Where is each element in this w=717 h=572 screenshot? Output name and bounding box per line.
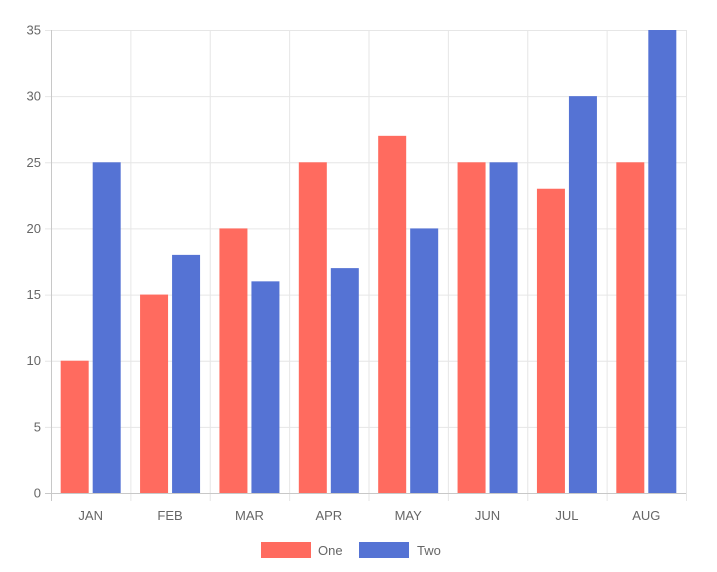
bar-two-feb[interactable] — [172, 254, 201, 493]
legend-swatch-two[interactable] — [359, 542, 409, 558]
x-tick-label: APR — [315, 508, 342, 523]
bar-two-aug[interactable] — [648, 30, 677, 493]
y-tick-label: 15 — [27, 287, 41, 302]
bars — [60, 30, 677, 494]
bar-one-jan[interactable] — [60, 360, 89, 493]
legend: One Two — [261, 542, 441, 558]
bar-one-jun[interactable] — [457, 162, 486, 494]
legend-label-two[interactable]: Two — [417, 543, 441, 558]
bar-two-jul[interactable] — [568, 96, 597, 494]
bar-one-apr[interactable] — [298, 162, 327, 494]
x-tick-label: FEB — [157, 508, 182, 523]
y-tick-label: 0 — [34, 486, 41, 501]
axes — [45, 30, 686, 501]
y-tick-label: 30 — [27, 89, 41, 104]
y-tick-label: 35 — [27, 23, 41, 38]
bar-one-jul[interactable] — [536, 188, 565, 493]
x-tick-label: MAR — [235, 508, 264, 523]
bar-one-feb[interactable] — [140, 294, 169, 493]
x-tick-label: AUG — [632, 508, 660, 523]
legend-swatch-one[interactable] — [261, 542, 311, 558]
x-tick-label: JUN — [475, 508, 500, 523]
x-tick-label: MAY — [395, 508, 423, 523]
legend-label-one[interactable]: One — [318, 543, 343, 558]
bar-one-mar[interactable] — [219, 228, 248, 493]
x-tick-label: JUL — [555, 508, 578, 523]
bar-one-aug[interactable] — [616, 162, 645, 494]
bar-two-jan[interactable] — [92, 162, 121, 494]
y-tick-label: 25 — [27, 155, 41, 170]
bar-one-may[interactable] — [378, 135, 407, 494]
y-tick-label: 5 — [34, 419, 41, 434]
grid — [45, 30, 687, 501]
bar-two-may[interactable] — [410, 228, 439, 493]
x-axis-tick-labels: JAN FEB MAR APR MAY JUN JUL AUG — [78, 508, 660, 523]
bar-two-apr[interactable] — [330, 268, 359, 493]
y-tick-label: 10 — [27, 353, 41, 368]
y-tick-label: 20 — [27, 221, 41, 236]
y-axis-tick-labels: 0 5 10 15 20 25 30 35 — [27, 23, 41, 501]
bar-two-mar[interactable] — [251, 281, 280, 493]
x-tick-label: JAN — [78, 508, 103, 523]
bar-two-jun[interactable] — [489, 162, 518, 494]
